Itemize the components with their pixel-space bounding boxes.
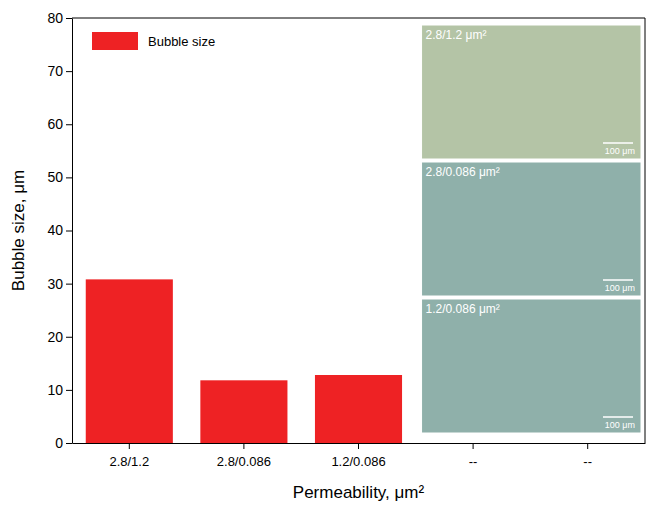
- y-tick-label: 60: [47, 116, 63, 132]
- x-tick-label: 1.2/0.086: [331, 454, 385, 469]
- y-tick: 30: [47, 276, 72, 292]
- frame-right: [645, 18, 646, 443]
- y-tick-mark: [66, 284, 72, 285]
- inset-panel: [422, 162, 641, 296]
- x-tick: --: [583, 443, 592, 469]
- scale-bar: [603, 416, 633, 418]
- scale-bar-label: 100 μm: [605, 420, 635, 430]
- y-tick-mark: [66, 390, 72, 391]
- y-tick-label: 10: [47, 382, 63, 398]
- bar: [200, 380, 287, 443]
- x-tick-mark: [129, 443, 130, 449]
- y-tick: 70: [47, 63, 72, 79]
- y-tick-mark: [66, 231, 72, 232]
- x-tick-mark: [358, 443, 359, 449]
- x-tick: 1.2/0.086: [331, 443, 385, 469]
- y-tick: 80: [47, 10, 72, 26]
- x-axis: 2.8/1.2 2.8/0.086 1.2/0.086 -- --: [73, 443, 646, 469]
- legend-swatch: [92, 32, 138, 50]
- x-tick-mark: [473, 443, 474, 449]
- x-tick-label: --: [583, 454, 592, 469]
- legend: Bubble size: [92, 32, 215, 50]
- y-tick: 40: [47, 222, 72, 238]
- inset-label: 2.8/0.086 μm²: [426, 165, 500, 179]
- y-tick-mark: [66, 124, 72, 125]
- frame-top: [72, 18, 645, 19]
- x-tick-label: --: [469, 454, 478, 469]
- chart: 2.8/1.2 μm² 100 μm 2.8/0.086 μm² 100 μm 1.2/…: [0, 0, 653, 508]
- bar: [86, 279, 173, 443]
- legend-label: Bubble size: [148, 34, 215, 49]
- y-tick-label: 50: [47, 169, 63, 185]
- y-tick: 0: [55, 435, 72, 451]
- y-tick-mark: [66, 177, 72, 178]
- y-tick-label: 40: [47, 222, 63, 238]
- y-axis-line: [72, 19, 73, 444]
- x-tick-label: 2.8/1.2: [109, 454, 149, 469]
- x-tick-mark: [243, 443, 244, 449]
- inset-label: 2.8/1.2 μm²: [426, 28, 487, 42]
- insets: 2.8/1.2 μm² 100 μm 2.8/0.086 μm² 100 μm 1.2/…: [422, 25, 641, 433]
- y-tick-mark: [66, 71, 72, 72]
- bars: [86, 279, 402, 443]
- y-tick-label: 70: [47, 63, 63, 79]
- scale-bar: [603, 142, 633, 144]
- y-tick-mark: [66, 18, 72, 19]
- bar: [315, 375, 402, 443]
- x-tick-label: 2.8/0.086: [217, 454, 271, 469]
- x-axis-title: Permeability, μm²: [293, 483, 425, 502]
- y-tick: 20: [47, 329, 72, 345]
- y-axis-title: Bubble size, μm: [9, 170, 28, 291]
- y-tick: 60: [47, 116, 72, 132]
- scale-bar: [603, 279, 633, 281]
- y-tick-mark: [66, 443, 72, 444]
- inset-panel: [422, 299, 641, 433]
- x-tick: 2.8/0.086: [217, 443, 271, 469]
- y-tick-mark: [66, 337, 72, 338]
- y-tick-label: 0: [55, 435, 63, 451]
- x-tick-mark: [587, 443, 588, 449]
- y-tick: 50: [47, 169, 72, 185]
- y-tick-label: 80: [47, 10, 63, 26]
- y-tick: 10: [47, 382, 72, 398]
- y-axis: 0 10 20 30 40 50 60 70 80: [47, 10, 72, 451]
- plot: 2.8/1.2 μm² 100 μm 2.8/0.086 μm² 100 μm 1.2/…: [47, 10, 645, 469]
- inset-panel: [422, 25, 641, 159]
- inset-label: 1.2/0.086 μm²: [426, 302, 500, 316]
- scale-bar-label: 100 μm: [605, 283, 635, 293]
- x-tick: --: [469, 443, 478, 469]
- scale-bar-label: 100 μm: [605, 146, 635, 156]
- y-tick-label: 30: [47, 276, 63, 292]
- y-tick-label: 20: [47, 329, 63, 345]
- x-tick: 2.8/1.2: [109, 443, 149, 469]
